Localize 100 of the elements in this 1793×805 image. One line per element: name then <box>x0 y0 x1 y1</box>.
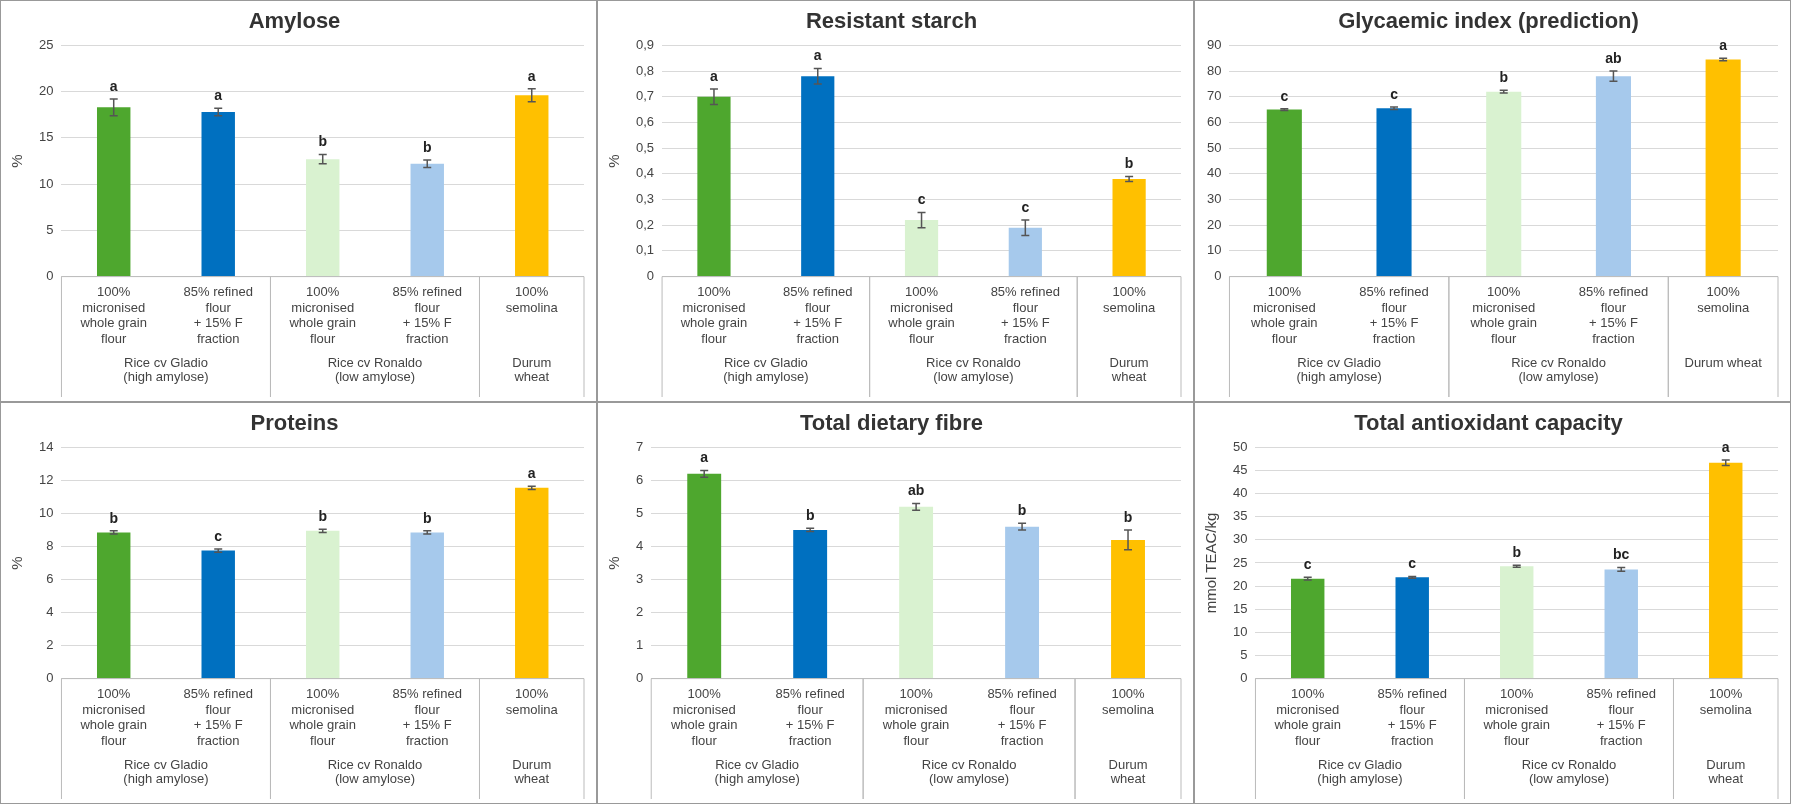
bar <box>793 529 828 679</box>
y-tick-label: 3 <box>636 571 644 587</box>
y-tick-label: 30 <box>1206 191 1222 207</box>
y-tick-label: 50 <box>1206 139 1222 155</box>
text: Rice cv Gladio (high amylose) <box>714 757 800 787</box>
data-label: b <box>318 508 328 525</box>
y-tick-label: 10 <box>38 505 54 521</box>
data-label: a <box>214 87 223 104</box>
y-tick-label: 0 <box>46 268 54 284</box>
x-tick-label: 100% micronised whole grain flour <box>887 283 955 346</box>
bar <box>1112 178 1146 277</box>
text: Rice cv Gladio (high amylose) <box>1296 355 1382 385</box>
data-label: c <box>1390 85 1399 102</box>
y-tick-label: 0 <box>46 670 54 686</box>
x-tick-label: 85% refined flour + 15% F fraction <box>1377 685 1447 748</box>
text: Rice cv Ronaldo (low amylose) <box>1521 757 1617 787</box>
data-label: c <box>1280 87 1289 104</box>
y-tick-label: 30 <box>1232 531 1248 547</box>
bar <box>1709 462 1743 679</box>
data-label: a <box>109 77 118 94</box>
y-axis-title: % <box>605 154 623 168</box>
y-tick-label: 0 <box>636 670 644 686</box>
text: Rice cv Ronaldo (low amylose) <box>327 757 423 787</box>
text: Rice cv Gladio (high amylose) <box>1317 757 1403 787</box>
y-tick-label: 0 <box>1240 670 1248 686</box>
y-tick-label: 10 <box>1232 623 1248 639</box>
x-tick-label: 100% micronised whole grain flour <box>79 283 147 346</box>
data-label: b <box>1017 502 1027 519</box>
data-label: a <box>710 67 719 84</box>
y-tick-label: 0,9 <box>635 36 655 52</box>
data-label: b <box>422 138 432 155</box>
x-tick-label: 100% micronised whole grain flour <box>1273 685 1341 748</box>
data-label: a <box>700 449 709 466</box>
bar <box>1111 539 1145 679</box>
x-tick-label: 85% refined flour + 15% F fraction <box>783 283 853 346</box>
x-tick-label: 85% refined flour + 15% F fraction <box>392 283 462 346</box>
text: Rice cv Ronaldo (low amylose) <box>921 757 1017 787</box>
y-tick-label: 0,5 <box>635 139 655 155</box>
y-tick-label: 10 <box>38 175 54 191</box>
data-label: ab <box>907 482 925 499</box>
y-tick-label: 20 <box>1232 577 1248 593</box>
x-tick-label: 100% semolina <box>505 685 559 717</box>
y-tick-label: 4 <box>46 604 54 620</box>
bar <box>899 506 934 679</box>
y-axis-title: % <box>8 154 26 168</box>
data-label: c <box>1303 556 1312 573</box>
data-label: a <box>527 465 536 482</box>
chart-title: Glycaemic index (prediction) <box>1338 8 1639 34</box>
text: Rice cv Gladio (high amylose) <box>723 355 809 385</box>
x-tick-label: 100% micronised whole grain flour <box>1469 283 1537 346</box>
y-tick-label: 0,2 <box>635 216 655 232</box>
data-label: b <box>1499 69 1509 86</box>
y-tick-label: 0,3 <box>635 191 655 207</box>
y-tick-label: 6 <box>46 571 54 587</box>
bar <box>410 163 444 277</box>
y-axis-title: % <box>8 556 26 570</box>
y-axis-title: % <box>605 556 623 570</box>
chart-title: Amylose <box>248 8 341 34</box>
data-label: c <box>214 527 223 544</box>
x-tick-label: 100% semolina <box>1103 283 1156 315</box>
x-tick-label: 85% refined flour + 15% F fraction <box>1359 283 1429 346</box>
y-tick-label: 0,4 <box>635 165 655 181</box>
data-label: c <box>917 191 926 208</box>
data-label: b <box>422 509 432 526</box>
data-label: a <box>1721 438 1730 455</box>
y-tick-label: 1 <box>636 637 644 653</box>
x-tick-label: 85% refined flour + 15% F fraction <box>990 283 1061 346</box>
y-tick-label: 4 <box>636 538 644 554</box>
y-axis-title: mmol TEAC/kg <box>1202 512 1220 614</box>
bar <box>1005 526 1040 679</box>
data-label: c <box>1408 555 1417 572</box>
x-tick-label: 100% semolina <box>1697 283 1750 315</box>
y-tick-label: 25 <box>38 36 54 52</box>
bar <box>904 220 939 277</box>
bar <box>1705 59 1741 277</box>
data-label: b <box>805 507 815 524</box>
x-tick-label: 100% micronised whole grain flour <box>1250 283 1318 346</box>
bar <box>96 107 131 277</box>
x-tick-label: 85% refined flour + 15% F fraction <box>392 685 462 748</box>
bar <box>306 530 340 679</box>
text: Durum wheat <box>512 355 552 385</box>
y-tick-label: 5 <box>636 505 644 521</box>
x-tick-label: 100% micronised whole grain flour <box>79 685 147 748</box>
y-tick-label: 5 <box>46 221 54 237</box>
bar <box>306 159 340 277</box>
y-tick-label: 7 <box>636 438 644 454</box>
x-tick-label: 100% micronised whole grain flour <box>288 283 356 346</box>
data-label: ab <box>1605 49 1622 66</box>
data-label: b <box>109 509 118 526</box>
x-tick-label: 100% micronised whole grain flour <box>288 685 356 748</box>
y-tick-label: 0,8 <box>635 62 655 78</box>
bar <box>96 532 131 679</box>
text: Rice cv Ronaldo (low amylose) <box>1511 355 1606 385</box>
x-tick-label: 100% micronised whole grain flour <box>669 685 738 748</box>
y-tick-label: 40 <box>1232 485 1248 501</box>
chart-title: Proteins <box>250 410 339 436</box>
bar <box>1486 91 1522 277</box>
bar <box>1008 227 1042 277</box>
x-tick-label: 85% refined flour + 15% F fraction <box>987 685 1057 748</box>
y-tick-label: 0 <box>646 268 655 284</box>
